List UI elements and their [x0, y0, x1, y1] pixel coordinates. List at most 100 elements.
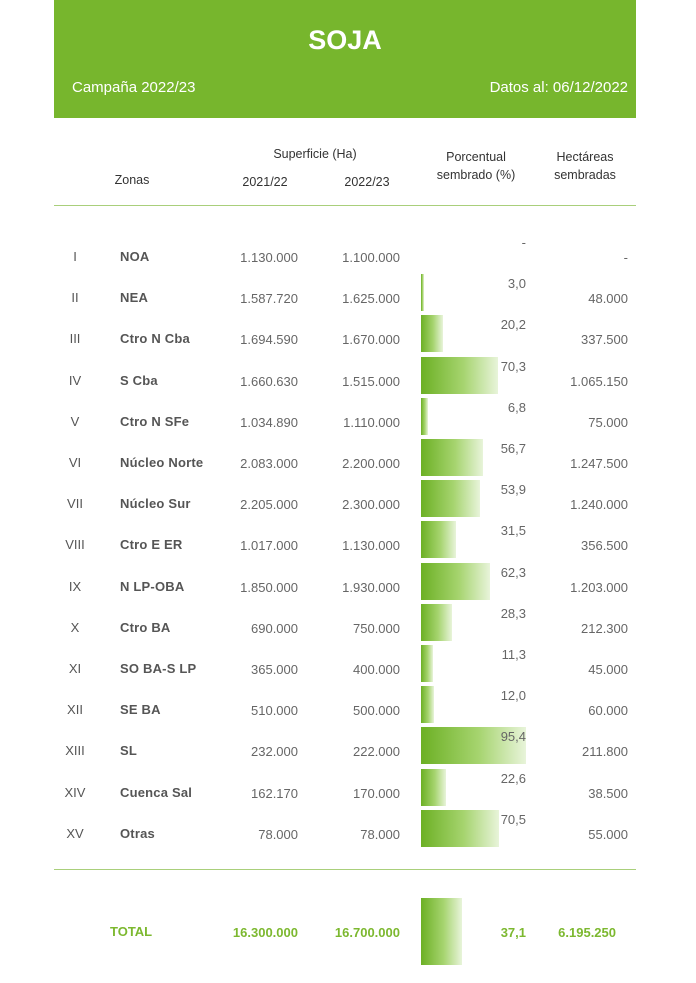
hectareas-sembradas: 337.500 [581, 332, 628, 347]
zone-number: IV [68, 373, 82, 388]
hectareas-sembradas: 60.000 [588, 703, 628, 718]
col-header-hectareas-line2: sembradas [554, 168, 616, 182]
page-title: SOJA [308, 25, 382, 55]
superficie-2021: 2.083.000 [240, 456, 298, 471]
superficie-2022: 1.625.000 [342, 291, 400, 306]
percent-sembrado: 70,5 [500, 812, 526, 827]
percent-bar [421, 274, 425, 311]
hectareas-sembradas: 38.500 [588, 786, 628, 801]
superficie-2022: 1.110.000 [343, 415, 400, 430]
zone-name: NEA [120, 290, 149, 305]
superficie-2021: 1.034.890 [240, 415, 298, 430]
hectareas-sembradas: 1.065.150 [570, 374, 628, 389]
superficie-2022: 1.670.000 [342, 332, 400, 347]
percent-sembrado: 6,8 [507, 400, 526, 415]
percent-sembrado: 70,3 [500, 359, 526, 374]
superficie-2021: 78.000 [258, 827, 298, 842]
percent-sembrado: 11,3 [501, 647, 526, 662]
percent-bar [421, 686, 435, 723]
zone-name: NOA [120, 249, 150, 264]
zone-name: S Cba [120, 373, 158, 388]
report-header: SOJA Campaña 2022/23 Datos al: 06/12/202… [54, 0, 636, 118]
hectareas-sembradas: 1.240.000 [570, 497, 628, 512]
percent-sembrado: 12,0 [500, 688, 526, 703]
zone-number: XII [67, 702, 83, 717]
percent-sembrado: 28,3 [500, 606, 526, 621]
superficie-2022: 222.000 [353, 744, 400, 759]
percent-sembrado: 3,0 [507, 276, 526, 291]
hectareas-sembradas: 45.000 [588, 662, 628, 677]
hectareas-sembradas: 211.800 [581, 744, 628, 759]
total-percent-bar [421, 898, 462, 965]
zone-name: SO BA-S LP [120, 661, 197, 676]
zone-number: XIII [65, 743, 85, 758]
zone-name: Ctro N Cba [120, 331, 190, 346]
superficie-2022: 1.100.000 [342, 250, 400, 265]
col-header-porcentual: Porcentual sembrado (%) [424, 148, 528, 184]
zone-name: Otras [120, 826, 155, 841]
hectareas-sembradas: 1.247.500 [570, 456, 628, 471]
percent-sembrado: 31,5 [500, 523, 526, 538]
superficie-2022: 78.000 [360, 827, 400, 842]
percent-sembrado: 53,9 [500, 482, 526, 497]
superficie-2022: 170.000 [353, 786, 400, 801]
superficie-2021: 1.660.630 [240, 374, 298, 389]
zone-number: X [70, 620, 80, 635]
percent-sembrado: 62,3 [500, 565, 526, 580]
zone-number: I [73, 249, 77, 264]
hectareas-sembradas: 356.500 [581, 538, 628, 553]
hectareas-sembradas: 75.000 [588, 415, 628, 430]
zone-name: Cuenca Sal [120, 785, 193, 800]
percent-bar [421, 563, 490, 600]
percent-bar [421, 645, 434, 682]
zone-number: III [69, 331, 81, 346]
campaign-label: Campaña 2022/23 [72, 79, 196, 96]
col-header-hectareas-line1: Hectáreas [556, 150, 614, 164]
percent-sembrado: - [521, 235, 526, 250]
percent-bar [421, 357, 499, 394]
hectareas-sembradas: 55.000 [588, 827, 628, 842]
col-header-hectareas: Hectáreas sembradas [540, 148, 630, 184]
col-header-superficie: Superficie (Ha) [273, 147, 357, 161]
zone-number: XV [66, 826, 84, 841]
zone-number: XI [68, 661, 82, 676]
superficie-2021: 232.000 [251, 744, 298, 759]
col-header-zonas: Zonas [114, 173, 150, 187]
percent-bar [421, 604, 453, 641]
total-divider [54, 869, 636, 870]
col-header-2022: 2022/23 [344, 175, 390, 189]
superficie-2021: 1.017.000 [240, 538, 298, 553]
percent-sembrado: 56,7 [500, 441, 526, 456]
superficie-2022: 1.515.000 [342, 374, 400, 389]
total-percent: 37,1 [500, 925, 526, 940]
superficie-2021: 1.694.590 [240, 332, 298, 347]
zone-number: VI [68, 455, 82, 470]
percent-bar [421, 810, 499, 847]
zone-name: SL [120, 743, 138, 758]
percent-sembrado: 95,4 [500, 729, 526, 744]
superficie-2022: 1.930.000 [342, 580, 400, 595]
superficie-2021: 2.205.000 [240, 497, 298, 512]
percent-sembrado: 20,2 [500, 317, 526, 332]
zone-number: IX [68, 579, 82, 594]
total-label: TOTAL [110, 924, 153, 939]
percent-bar [421, 727, 526, 764]
percent-sembrado: 22,6 [500, 771, 526, 786]
zone-name: N LP-OBA [120, 579, 185, 594]
total-superficie-2021: 16.300.000 [232, 925, 298, 940]
total-superficie-2022: 16.700.000 [334, 925, 400, 940]
hectareas-sembradas: 1.203.000 [570, 580, 628, 595]
percent-bar [421, 521, 456, 558]
percent-bar [421, 480, 481, 517]
percent-bar [421, 398, 429, 435]
zone-name: Núcleo Sur [120, 496, 191, 511]
data-date-label: Datos al: 06/12/2022 [489, 79, 628, 96]
superficie-2021: 510.000 [251, 703, 298, 718]
zone-number: XIV [64, 785, 86, 800]
header-divider [54, 205, 636, 206]
hectareas-sembradas: 48.000 [588, 291, 628, 306]
superficie-2022: 2.300.000 [342, 497, 400, 512]
zone-number: II [71, 290, 79, 305]
percent-bar [421, 769, 446, 806]
col-header-2021: 2021/22 [242, 175, 288, 189]
